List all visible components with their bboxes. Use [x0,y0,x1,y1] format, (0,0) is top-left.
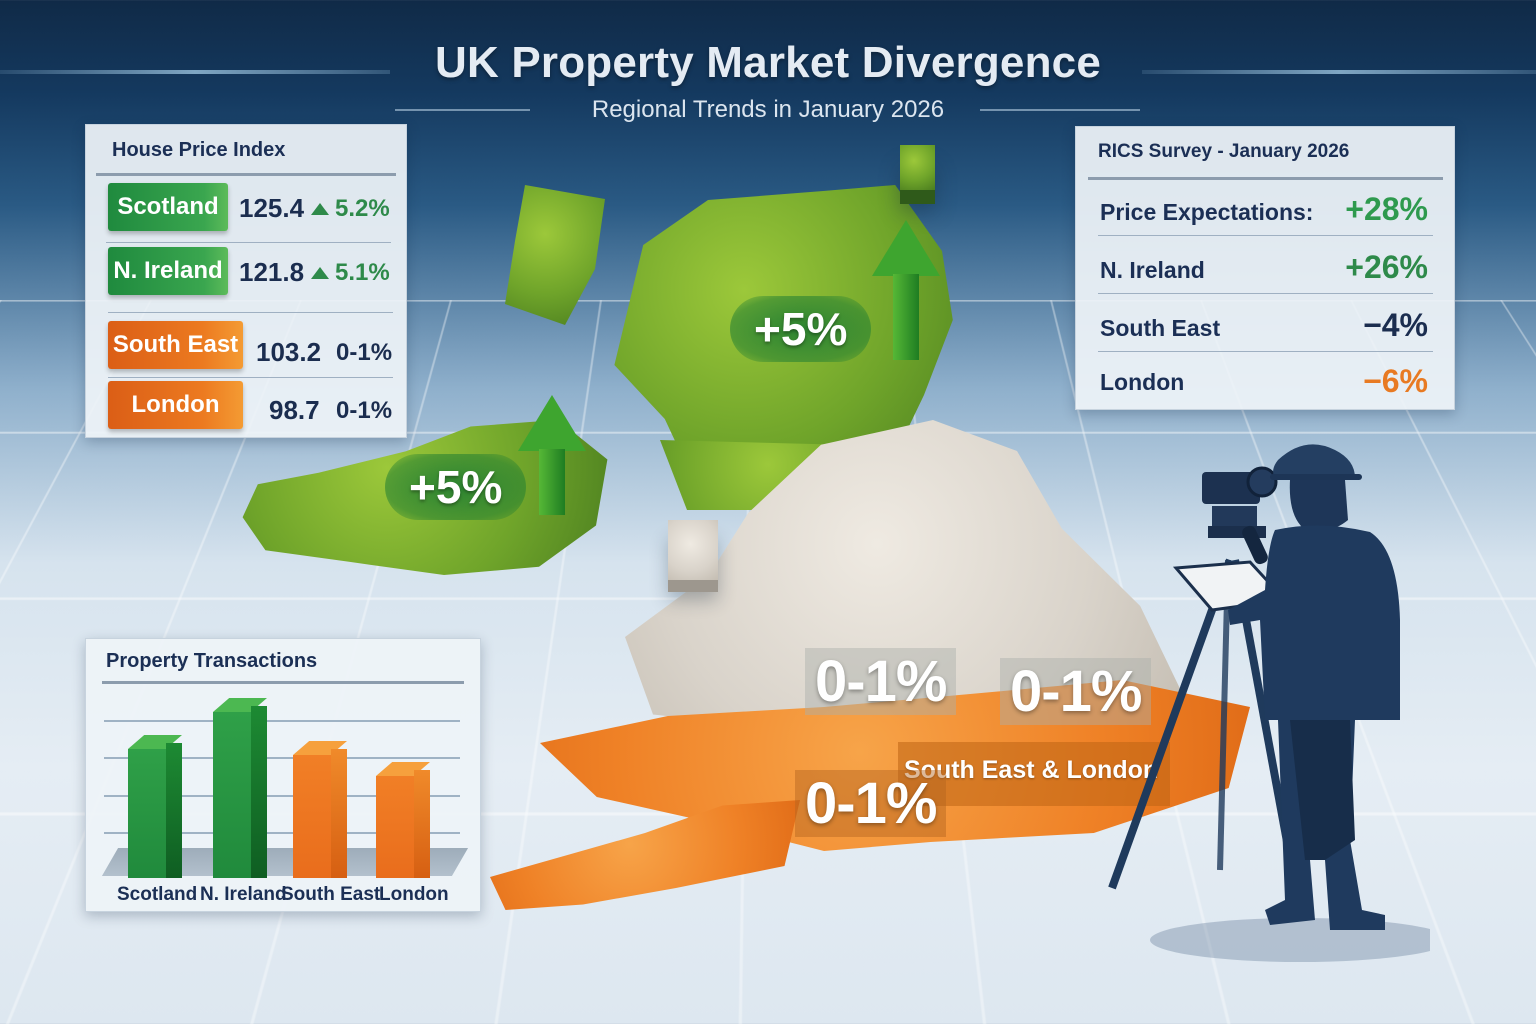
transactions-title-rule [102,681,464,684]
title-rule-right [1142,70,1536,74]
page-subtitle: Regional Trends in January 2026 [591,96,945,123]
bar-london [376,762,430,878]
hpi-row-divider [108,312,393,313]
hpi-change: 0-1% [336,339,392,367]
house-price-index-panel: House Price Index Scotland 125.4 5.2% N.… [85,124,407,438]
hpi-change-value: 5.1% [335,259,390,286]
hpi-index-value: 98.7 [269,395,320,425]
x-axis-label: Scotland [117,884,198,905]
rics-row-divider [1098,293,1433,294]
hpi-region-tag: Scotland [108,183,228,231]
chart-gridline [104,757,460,759]
england-flat-label-3: 0-1% [795,770,947,837]
ni-growth-label: +5% [385,454,527,520]
hpi-title: House Price Index [112,139,286,161]
hpi-row-divider [108,377,393,378]
hpi-region-tag: London [108,381,243,429]
rics-survey-panel: RICS Survey - January 2026 Price Expecta… [1075,126,1455,410]
hpi-index-value: 125.4 [239,193,305,223]
england-flat-label-2: 0-1% [1000,658,1152,725]
rics-title: RICS Survey - January 2026 [1098,141,1350,162]
bar-n-ireland [213,698,267,878]
map-region-isle-of-man [668,520,718,580]
hpi-change: 0-1% [336,397,392,425]
hpi-change-value: 5.2% [335,195,390,222]
transactions-title: Property Transactions [106,650,318,672]
up-caret-icon [311,267,329,279]
x-axis-label: N. Ireland [200,884,287,905]
hpi-row-divider [106,242,391,243]
up-caret-icon [311,203,329,215]
map-region-shetland [900,145,935,190]
hpi-index-value: 121.8 [239,257,305,287]
rics-value-price-expectations: +28% [1345,191,1428,227]
rics-value-london: −6% [1363,363,1428,399]
scotland-up-arrow-icon [872,220,940,360]
subtitle-rule-right [980,109,1140,111]
x-axis-label: London [379,884,449,905]
hpi-change: 5.2% [311,195,390,223]
rics-label-london: London [1100,369,1185,395]
hpi-change-value: 0-1% [336,397,393,424]
rics-row-divider [1098,351,1433,352]
hpi-index-value: 103.2 [256,337,322,367]
rics-label-n-ireland: N. Ireland [1100,257,1205,283]
bar-south-east [293,741,347,878]
ni-up-arrow-icon [518,395,586,515]
england-flat-label-1: 0-1% [805,648,957,715]
hpi-title-rule [96,173,396,176]
hpi-change-value: 0-1% [336,339,393,366]
rics-label-price-expectations: Price Expectations: [1100,199,1314,225]
rics-value-south-east: −4% [1363,307,1428,343]
hpi-region-tag: N. Ireland [108,247,228,295]
chart-gridline [104,832,460,834]
scotland-growth-label: +5% [730,296,872,362]
page-title: UK Property Market Divergence [434,38,1102,87]
rics-title-rule [1088,177,1443,180]
rics-row-divider [1098,235,1433,236]
title-rule-left [0,70,390,74]
south-east-london-caption: South East & London [898,742,1170,806]
subtitle-rule-left [395,109,530,111]
x-axis-label: South East [281,884,381,905]
chart-gridline [104,795,460,797]
hpi-change: 5.1% [311,259,390,287]
bar-scotland [128,735,182,878]
chart-gridline [104,720,460,722]
rics-value-n-ireland: +26% [1345,249,1428,285]
rics-label-south-east: South East [1100,315,1221,341]
surveyor-icon [1108,444,1430,962]
hpi-region-tag: South East [108,321,243,369]
